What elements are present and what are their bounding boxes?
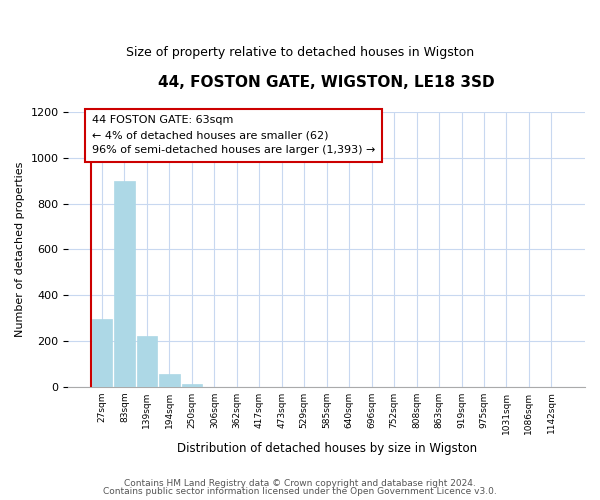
Bar bbox=[92, 319, 112, 386]
Y-axis label: Number of detached properties: Number of detached properties bbox=[15, 162, 25, 337]
Bar bbox=[159, 374, 179, 386]
Bar bbox=[115, 180, 134, 386]
Text: Size of property relative to detached houses in Wigston: Size of property relative to detached ho… bbox=[126, 46, 474, 59]
Text: 44 FOSTON GATE: 63sqm
← 4% of detached houses are smaller (62)
96% of semi-detac: 44 FOSTON GATE: 63sqm ← 4% of detached h… bbox=[92, 116, 375, 155]
Title: 44, FOSTON GATE, WIGSTON, LE18 3SD: 44, FOSTON GATE, WIGSTON, LE18 3SD bbox=[158, 75, 495, 90]
X-axis label: Distribution of detached houses by size in Wigston: Distribution of detached houses by size … bbox=[176, 442, 477, 455]
Bar bbox=[182, 384, 202, 386]
Bar bbox=[137, 336, 157, 386]
Text: Contains HM Land Registry data © Crown copyright and database right 2024.: Contains HM Land Registry data © Crown c… bbox=[124, 478, 476, 488]
Text: Contains public sector information licensed under the Open Government Licence v3: Contains public sector information licen… bbox=[103, 487, 497, 496]
